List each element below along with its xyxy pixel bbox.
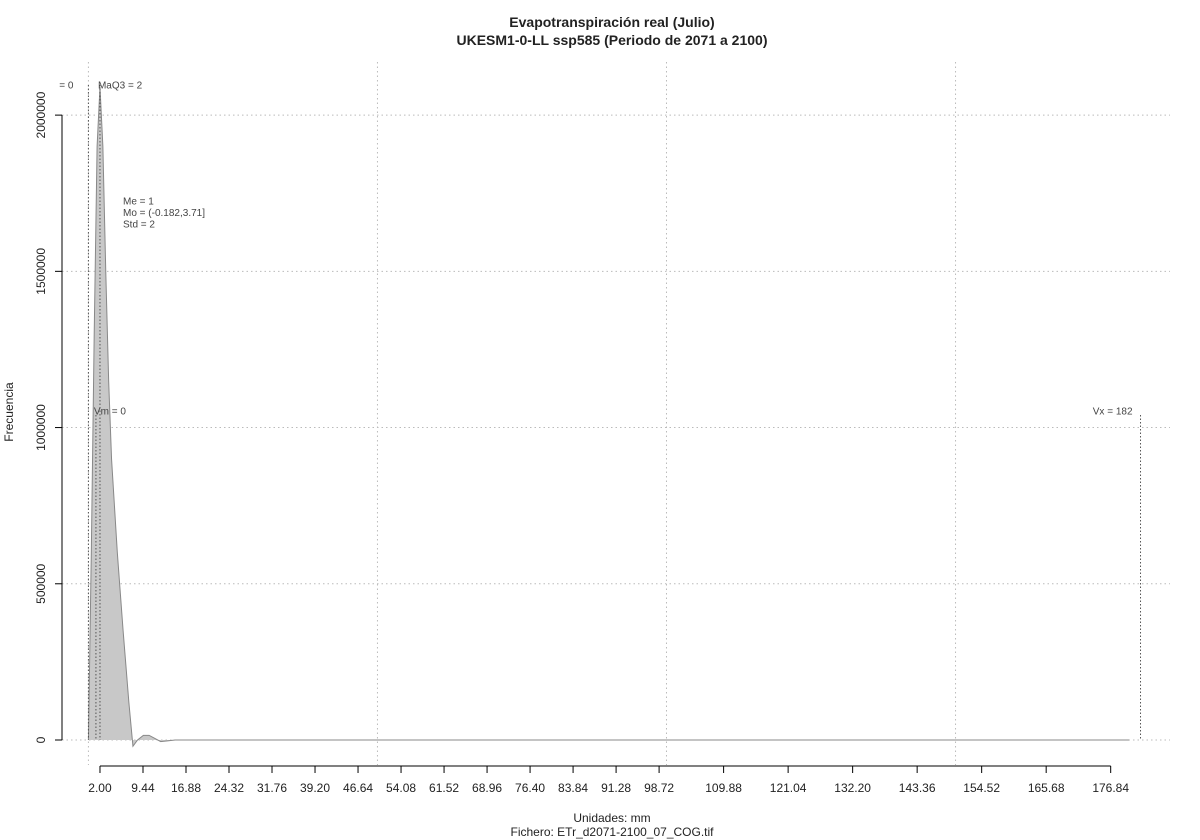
stat-label: Mo = (-0.182,3.71] (123, 208, 205, 219)
y-tick-label: 1000000 (34, 404, 48, 451)
y-axis-label: Frecuencia (2, 382, 16, 442)
x-tick-label: 39.20 (300, 781, 330, 795)
x-tick-label: 2.00 (88, 781, 112, 795)
x-tick-label: 132.20 (834, 781, 871, 795)
y-tick-label: 2000000 (34, 91, 48, 138)
y-tick-label: 500000 (34, 563, 48, 603)
chart-subtitle: UKESM1-0-LL ssp585 (Periodo de 2071 a 21… (457, 32, 768, 48)
x-tick-label: 61.52 (429, 781, 459, 795)
x-tick-label: 143.36 (899, 781, 936, 795)
x-tick-label: 109.88 (705, 781, 742, 795)
caption: Fichero: ETr_d2071-2100_07_COG.tif (511, 825, 715, 839)
reference-label: Vx = 182 (1093, 407, 1133, 418)
x-axis-label: Unidades: mm (573, 811, 650, 825)
x-tick-label: 165.68 (1028, 781, 1065, 795)
reference-label: = 0 (59, 81, 74, 92)
stat-label: Me = 1 (123, 197, 154, 208)
x-tick-label: 54.08 (386, 781, 416, 795)
area-fill (88, 86, 1129, 747)
reference-label: MaQ3 = 2 (98, 81, 143, 92)
x-tick-label: 76.40 (515, 781, 545, 795)
x-tick-label: 31.76 (257, 781, 287, 795)
density-line (87, 86, 1129, 748)
y-tick-label: 1500000 (34, 248, 48, 295)
x-tick-label: 9.44 (131, 781, 155, 795)
x-tick-label: 176.84 (1092, 781, 1129, 795)
x-tick-label: 154.52 (963, 781, 1000, 795)
x-tick-label: 16.88 (171, 781, 201, 795)
x-tick-label: 83.84 (558, 781, 588, 795)
x-tick-label: 91.28 (601, 781, 631, 795)
y-tick-label: 0 (34, 736, 48, 743)
x-tick-label: 24.32 (214, 781, 244, 795)
stat-label: Std = 2 (123, 220, 155, 231)
x-tick-label: 68.96 (472, 781, 502, 795)
chart-title: Evapotranspiración real (Julio) (509, 14, 714, 30)
x-tick-label: 46.64 (343, 781, 373, 795)
x-tick-label: 121.04 (770, 781, 807, 795)
reference-label: Vm = 0 (94, 407, 126, 418)
x-tick-label: 98.72 (644, 781, 674, 795)
